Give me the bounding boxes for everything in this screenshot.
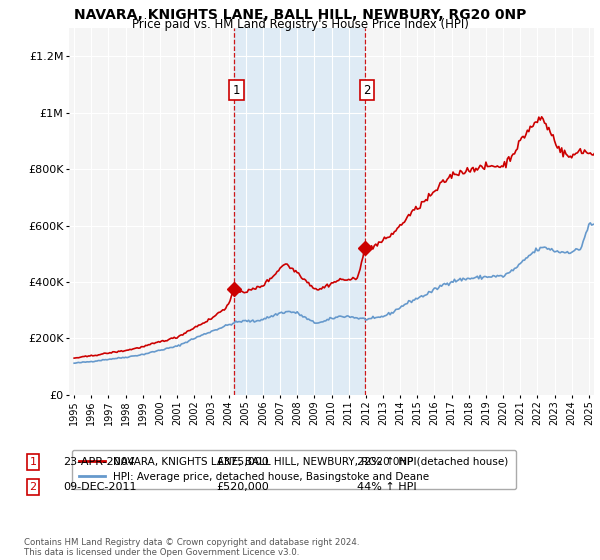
Text: £520,000: £520,000 [216, 482, 269, 492]
Text: 2: 2 [364, 83, 371, 96]
Text: 2: 2 [29, 482, 37, 492]
Text: £375,000: £375,000 [216, 457, 269, 467]
Text: 44% ↑ HPI: 44% ↑ HPI [357, 482, 416, 492]
Bar [234, 28, 365, 395]
Text: 23-APR-2004: 23-APR-2004 [63, 457, 135, 467]
Text: NAVARA, KNIGHTS LANE, BALL HILL, NEWBURY, RG20 0NP: NAVARA, KNIGHTS LANE, BALL HILL, NEWBURY… [74, 8, 526, 22]
Text: 09-DEC-2011: 09-DEC-2011 [63, 482, 137, 492]
Text: Price paid vs. HM Land Registry's House Price Index (HPI): Price paid vs. HM Land Registry's House … [131, 18, 469, 31]
Text: Contains HM Land Registry data © Crown copyright and database right 2024.
This d: Contains HM Land Registry data © Crown c… [24, 538, 359, 557]
Text: 1: 1 [29, 457, 37, 467]
Text: 1: 1 [233, 83, 240, 96]
Text: 22% ↑ HPI: 22% ↑ HPI [357, 457, 416, 467]
Legend: NAVARA, KNIGHTS LANE, BALL HILL, NEWBURY, RG20 0NP (detached house), HPI: Averag: NAVARA, KNIGHTS LANE, BALL HILL, NEWBURY… [71, 450, 516, 489]
